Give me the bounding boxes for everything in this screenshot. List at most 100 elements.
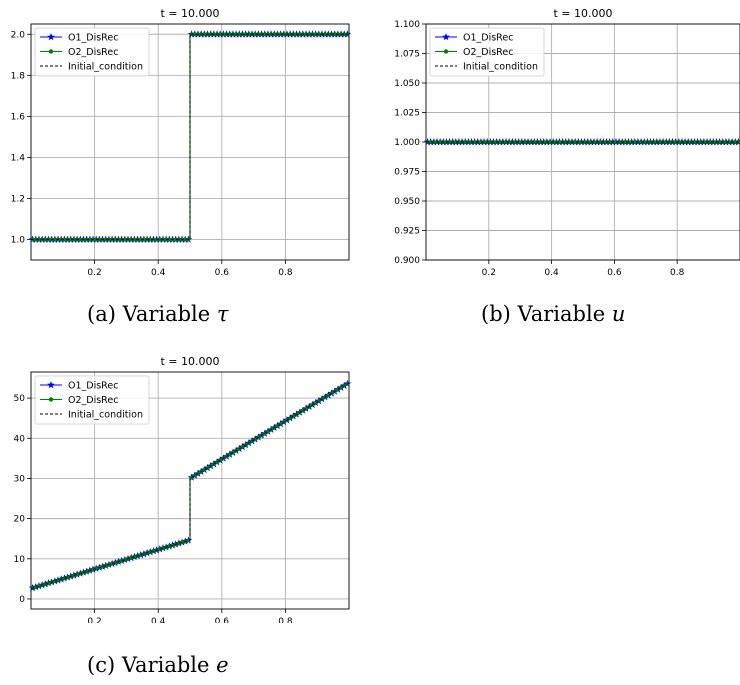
marker-dot-78 [278, 32, 283, 37]
marker-dot-43 [167, 237, 172, 242]
marker-dot-34 [532, 140, 537, 144]
marker-dot-37 [148, 550, 153, 554]
legend-label-2: Initial_condition [68, 410, 143, 421]
caption-e-prefix: (c) Variable [87, 653, 217, 677]
marker-dot-68 [247, 32, 251, 37]
legend-label-0: O1_DisRec [463, 33, 513, 44]
marker-dot-66 [633, 140, 637, 144]
x-tick-label-2: 0.6 [215, 268, 230, 275]
x-tick-label-2: 0.6 [215, 617, 230, 623]
marker-dot-26 [113, 237, 118, 242]
marker-dot-8 [56, 578, 60, 583]
x-tick-label-0: 0.2 [482, 268, 496, 275]
marker-dot-57 [212, 32, 216, 37]
legend-label-0: O1_DisRec [68, 33, 118, 44]
legend-marker-dot [48, 49, 54, 54]
marker-dot-58 [607, 140, 612, 144]
marker-dot-22 [100, 564, 105, 569]
legend-marker-dot [48, 397, 54, 402]
marker-dot-17 [479, 140, 483, 144]
x-axis-u: 0.2 0.4 0.6 0.8 [482, 260, 685, 278]
x-tick-label-1: 0.4 [151, 268, 166, 275]
marker-dot-90 [316, 32, 321, 37]
y-tick-label-3: 1.6 [11, 112, 26, 122]
marker-dot-67 [243, 32, 248, 37]
caption-e-symbol: e [216, 653, 229, 677]
x-tick-label-3: 0.8 [278, 268, 293, 275]
marker-dot-28 [119, 559, 124, 563]
legend-label-1: O2_DisRec [68, 395, 118, 406]
x-tick-label-1: 0.4 [544, 268, 559, 275]
marker-dot-1 [33, 237, 38, 242]
legend-marker-star [47, 33, 55, 41]
marker-dot-95 [332, 32, 337, 37]
marker-dot-23 [497, 140, 502, 144]
y-tick-label-0: 0.900 [394, 256, 420, 266]
marker-dot-98 [733, 140, 738, 144]
x-tick-label-1: 0.4 [151, 617, 166, 623]
marker-dot-4 [43, 237, 48, 242]
marker-dot-44 [563, 140, 568, 144]
marker-dot-1 [33, 585, 38, 589]
marker-dot-15 [78, 237, 83, 242]
chart-title-tau: t = 10.000 [160, 7, 219, 20]
legend-u: O1_DisRec O2_DisRec Initial_condition [429, 27, 545, 77]
y-axis-tau: 1.0 1.2 1.4 1.6 1.8 2.0 [11, 30, 31, 245]
marker-dot-19 [91, 567, 95, 572]
x-tick-label-0: 0.2 [87, 617, 101, 623]
marker-dot-14 [75, 572, 79, 577]
y-tick-label-8: 1.100 [394, 20, 420, 30]
marker-dot-71 [648, 140, 653, 144]
y-tick-label-2: 0.950 [394, 197, 420, 207]
marker-dot-61 [617, 140, 621, 144]
caption-u-symbol: u [611, 302, 626, 326]
marker-dot-4 [43, 582, 48, 586]
y-tick-label-5: 1.025 [394, 109, 420, 119]
marker-dot-34 [138, 553, 143, 557]
legend-label-1: O2_DisRec [463, 47, 513, 58]
marker-dot-21 [97, 237, 102, 242]
marker-dot-23 [103, 237, 108, 242]
marker-dot-81 [288, 32, 292, 37]
marker-dot-7 [53, 237, 57, 242]
x-tick-label-3: 0.8 [278, 617, 293, 623]
series-line-tau-2 [31, 33, 349, 240]
marker-dot-7 [447, 140, 452, 144]
marker-dot-89 [313, 32, 318, 37]
axes-frame-tau [30, 23, 350, 261]
marker-dot-39 [548, 140, 552, 144]
x-axis-tau: 0.2 0.4 0.6 0.8 [87, 260, 293, 278]
marker-dot-31 [523, 140, 527, 144]
marker-dot-5 [46, 581, 51, 585]
marker-dot-37 [148, 237, 153, 242]
marker-dot-48 [183, 237, 188, 242]
marker-dot-87 [307, 32, 312, 37]
y-tick-label-7: 1.075 [394, 50, 420, 60]
series-tau-2 [31, 33, 349, 240]
y-tick-label-2: 20 [14, 515, 26, 525]
caption-u: (b) Variable u [481, 302, 625, 326]
chart-title-e: t = 10.000 [160, 355, 219, 368]
legend-marker-star [47, 381, 55, 389]
marker-dot-98 [342, 32, 347, 37]
marker-dot-10 [62, 576, 67, 581]
marker-dot-20 [94, 566, 98, 571]
y-tick-label-4: 40 [14, 434, 26, 444]
legend-box-u [429, 27, 545, 77]
marker-dot-7 [53, 579, 57, 584]
chart-panel-e: t = 10.000 0.2 0.4 0.6 0.8 0 10 20 30 40 50 O1_DisR… [0, 348, 360, 627]
caption-tau: (a) Variable τ [87, 302, 229, 326]
marker-dot-43 [167, 544, 172, 549]
marker-dot-11 [65, 575, 70, 580]
marker-dot-49 [186, 538, 191, 543]
caption-tau-prefix: (a) Variable [87, 302, 217, 326]
marker-dot-1 [428, 140, 433, 144]
y-tick-label-1: 1.2 [11, 194, 25, 204]
marker-dot-20 [488, 140, 493, 144]
marker-dot-56 [208, 32, 213, 37]
marker-dot-93 [717, 140, 722, 144]
marker-dot-32 [132, 237, 137, 242]
marker-dot-52 [589, 140, 593, 144]
marker-dot-13 [72, 573, 76, 578]
y-axis-u: 0.900 0.925 0.950 0.975 1.000 1.025 1.050 1.075… [394, 20, 426, 266]
